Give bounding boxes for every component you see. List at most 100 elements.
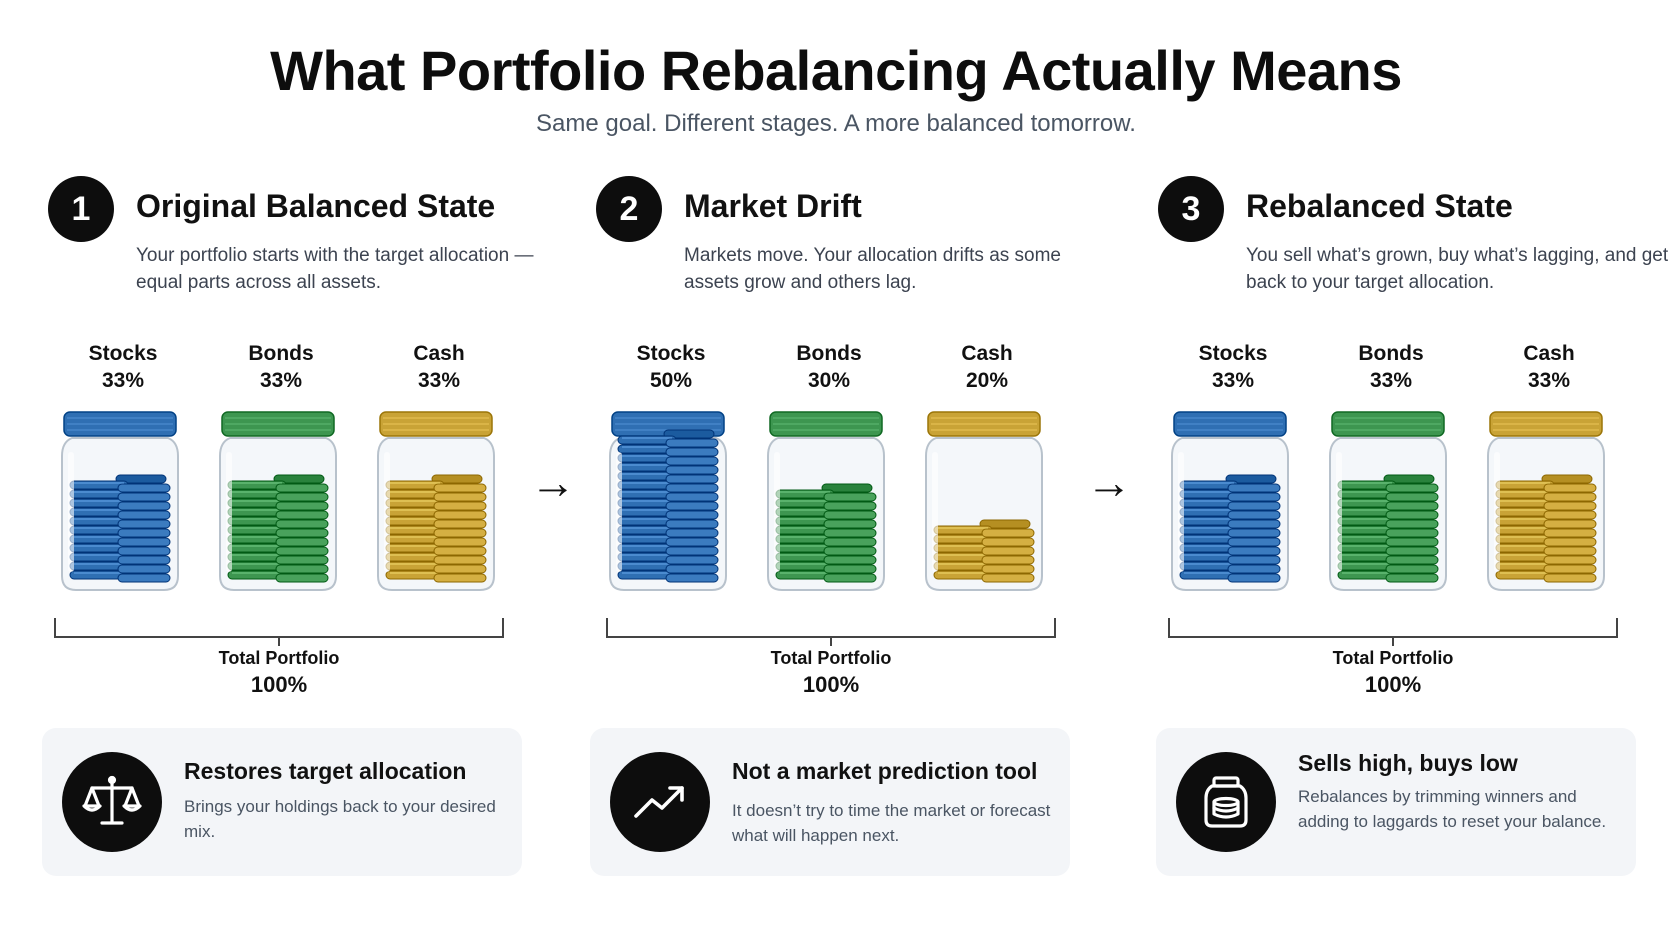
- stage-description: Your portfolio starts with the target al…: [136, 245, 534, 293]
- card-description: Brings your holdings back to your desire…: [184, 797, 496, 841]
- jar-graphic: [377, 411, 495, 591]
- jar-shine: [226, 452, 232, 572]
- coin: [117, 510, 171, 520]
- coin: [1227, 501, 1281, 511]
- coin: [665, 564, 719, 574]
- coin: [981, 546, 1035, 556]
- coin: [1227, 573, 1281, 583]
- coin: [665, 555, 719, 565]
- coin: [1543, 573, 1597, 583]
- coin: [665, 546, 719, 556]
- coin: [1385, 519, 1439, 529]
- coin: [117, 519, 171, 529]
- coin: [117, 573, 171, 583]
- info-card-sells-high: Sells high, buys low Rebalances by trimm…: [1156, 728, 1636, 876]
- page-subtitle: Same goal. Different stages. A more bala…: [536, 110, 1136, 137]
- card-title: Restores target allocation: [184, 758, 467, 784]
- stage-panel-3: 3 Rebalanced State You sell what’s grown…: [1158, 170, 1672, 697]
- jar-percent: 33%: [1527, 369, 1571, 392]
- coin: [823, 501, 877, 511]
- coin: [117, 546, 171, 556]
- jar-cash: Cash 33%: [374, 340, 504, 594]
- coin: [433, 528, 487, 538]
- jar-name: Bonds: [248, 342, 314, 365]
- page-title: What Portfolio Rebalancing Actually Mean…: [270, 39, 1402, 102]
- jar-graphic: [925, 411, 1043, 591]
- coin: [981, 555, 1035, 565]
- stage-title: Rebalanced State: [1246, 188, 1513, 224]
- total-bracket: [1168, 618, 1618, 638]
- coin: [1225, 474, 1277, 484]
- coin: [1543, 546, 1597, 556]
- jar-name: Cash: [1523, 342, 1575, 365]
- jar-shine: [68, 452, 74, 572]
- coin: [1385, 501, 1439, 511]
- coin: [665, 519, 719, 529]
- coin: [1383, 474, 1435, 484]
- coin: [823, 510, 877, 520]
- jar-stocks: Stocks 33%: [58, 340, 188, 594]
- coin: [663, 429, 715, 439]
- jar-name: Stocks: [636, 342, 706, 365]
- jar-shine: [616, 452, 622, 572]
- coin: [821, 483, 873, 493]
- total-value: 100%: [802, 672, 860, 697]
- coin: [433, 537, 487, 547]
- coin: [433, 510, 487, 520]
- coin: [433, 546, 487, 556]
- coin: [665, 492, 719, 502]
- coin: [117, 483, 171, 493]
- jar-stocks: Stocks 33%: [1168, 340, 1298, 594]
- coin: [1543, 555, 1597, 565]
- stage-panel-2: 2 Market Drift Markets move. Your alloca…: [596, 170, 1136, 697]
- coin: [433, 483, 487, 493]
- card-description: Rebalances by trimming winners and addin…: [1298, 787, 1607, 831]
- coin: [1543, 483, 1597, 493]
- coin: [433, 573, 487, 583]
- jar-percent: 33%: [1211, 369, 1255, 392]
- jar-shine: [932, 452, 938, 572]
- coin: [1385, 546, 1439, 556]
- arrow-right-icon: →: [1086, 456, 1132, 508]
- coin: [117, 501, 171, 511]
- scale-icon: [62, 752, 162, 852]
- coin: [275, 528, 329, 538]
- total-label: Total Portfolio: [1332, 648, 1454, 668]
- coin: [1227, 519, 1281, 529]
- stage-title: Market Drift: [684, 188, 862, 224]
- jar-percent: 20%: [965, 369, 1009, 392]
- coin: [981, 564, 1035, 574]
- coin: [823, 564, 877, 574]
- coin: [117, 564, 171, 574]
- step-number-badge: 3: [1158, 176, 1224, 242]
- total-label: Total Portfolio: [770, 648, 892, 668]
- jar-shine: [774, 452, 780, 572]
- coin: [1385, 573, 1439, 583]
- jar-shine: [1336, 452, 1342, 572]
- coin: [433, 519, 487, 529]
- coin: [1543, 492, 1597, 502]
- coin: [115, 474, 167, 484]
- stage-panel-1: 1 Original Balanced State Your portfolio…: [48, 170, 588, 697]
- coin: [665, 456, 719, 466]
- jar-name: Stocks: [88, 342, 158, 365]
- jar-bonds: Bonds 30%: [764, 340, 894, 594]
- coin: [117, 537, 171, 547]
- total-value: 100%: [250, 672, 308, 697]
- coin: [1227, 528, 1281, 538]
- coin: [275, 564, 329, 574]
- total-label: Total Portfolio: [218, 648, 340, 668]
- jar-cash: Cash 20%: [922, 340, 1052, 594]
- jar-graphic: [1329, 411, 1447, 591]
- card-title: Not a market prediction tool: [732, 758, 1038, 784]
- coin: [1385, 510, 1439, 520]
- coin: [1385, 555, 1439, 565]
- coin: [665, 465, 719, 475]
- trend-up-icon: [610, 752, 710, 852]
- jar-percent: 33%: [417, 369, 461, 392]
- jar-percent: 33%: [101, 369, 145, 392]
- stage-title: Original Balanced State: [136, 188, 496, 224]
- coin: [1385, 492, 1439, 502]
- jar-graphic: [609, 411, 727, 591]
- total-value: 100%: [1364, 672, 1422, 697]
